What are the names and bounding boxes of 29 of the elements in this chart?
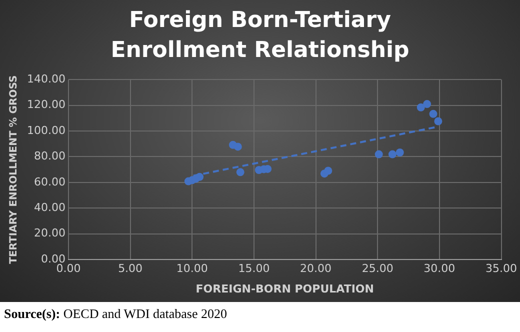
y-tick-label: 40.00	[34, 201, 66, 214]
x-tick-label: 15.00	[238, 262, 270, 276]
y-tick-label: 100.00	[26, 124, 66, 137]
point	[434, 117, 442, 126]
x-tick-label: 35.00	[486, 262, 518, 276]
y-tick-label: 60.00	[34, 175, 66, 188]
x-tick-label: 30.00	[424, 262, 456, 276]
point	[234, 142, 242, 151]
point	[423, 100, 432, 108]
y-tick-label: 20.00	[34, 226, 66, 240]
source-note: Source(s): OECD and WDI database 2020	[4, 306, 228, 322]
chart-title: Foreign Born-Tertiary Enrollment Relationship	[110, 7, 410, 65]
point	[236, 168, 244, 176]
x-tick-label: 5.00	[118, 262, 143, 276]
x-tick-label: 10.00	[176, 262, 208, 276]
x-tick-label: 20.00	[300, 262, 332, 276]
point	[196, 172, 204, 181]
point	[429, 110, 438, 118]
x-axis-title: FOREIGN-BORN POPULATION	[196, 282, 374, 296]
point	[396, 148, 404, 156]
point	[374, 150, 383, 158]
point	[324, 166, 332, 175]
y-tick-label: 140.00	[26, 72, 66, 86]
y-tick-label: 80.00	[34, 150, 66, 163]
point	[416, 103, 425, 112]
point	[388, 150, 396, 158]
x-tick-label: 25.00	[362, 262, 394, 276]
y-axis-title: TERTIARY ENROLLMENT % GROSS	[8, 75, 20, 264]
y-tick-label: 120.00	[26, 98, 66, 112]
